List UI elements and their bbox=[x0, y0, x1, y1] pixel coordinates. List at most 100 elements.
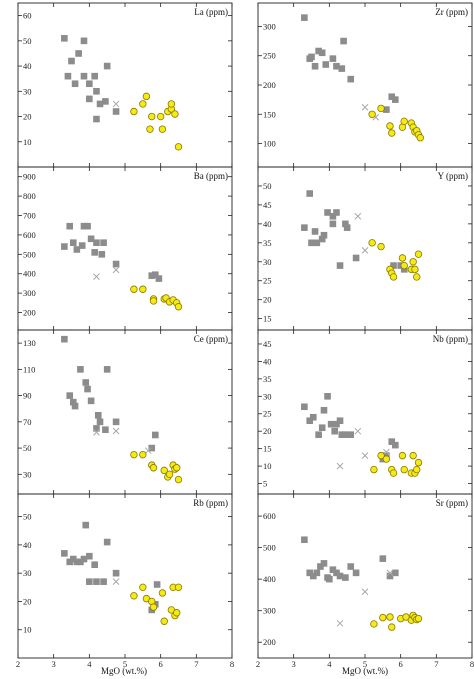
data-point-square bbox=[103, 538, 111, 546]
data-point-circle bbox=[414, 250, 423, 258]
panel-frame bbox=[257, 2, 473, 168]
y-tick-label: 500 bbox=[23, 249, 36, 259]
data-point-square bbox=[93, 239, 100, 246]
panel-ba: 200 300 400 500 600 700 800 900 Ba (ppm) bbox=[17, 166, 233, 331]
data-point-square bbox=[324, 209, 331, 216]
y-tick-label: 50 bbox=[23, 443, 32, 453]
panel-label: Sr (ppm) bbox=[436, 498, 468, 508]
x-tick-label: 7 bbox=[194, 659, 198, 669]
y-tick-label: 40 bbox=[263, 219, 272, 229]
data-point-cross bbox=[93, 273, 100, 280]
data-point-square bbox=[84, 222, 91, 230]
data-point-circle bbox=[370, 620, 378, 628]
data-point-square bbox=[392, 96, 399, 103]
data-point-square bbox=[338, 65, 346, 72]
panel-la: 10 20 30 40 50 60 La (ppm) bbox=[17, 2, 233, 168]
x-tick-label: 3 bbox=[292, 659, 296, 669]
data-point-cross bbox=[112, 427, 120, 435]
data-point-cross bbox=[144, 447, 152, 455]
data-point-square bbox=[301, 536, 308, 544]
y-tick-label: 30 bbox=[263, 257, 272, 267]
data-point-square bbox=[61, 35, 68, 42]
x-axis-title-left: MgO (wt.%) bbox=[101, 666, 147, 676]
data-point-square bbox=[73, 246, 81, 253]
y-tick-label: 200 bbox=[23, 308, 36, 318]
data-point-square bbox=[306, 417, 314, 425]
panel-label: Ce (ppm) bbox=[194, 334, 228, 344]
data-point-square bbox=[301, 403, 308, 411]
data-point-square bbox=[96, 418, 104, 426]
data-point-square bbox=[322, 61, 330, 68]
panel-label: Zr (ppm) bbox=[435, 7, 468, 17]
data-point-circle bbox=[148, 112, 156, 121]
panel-label: Y (ppm) bbox=[438, 171, 468, 181]
data-point-circle bbox=[368, 110, 376, 118]
data-point-square bbox=[98, 251, 106, 258]
data-point-circle bbox=[400, 465, 408, 474]
data-point-circle bbox=[398, 254, 407, 262]
data-point-cross bbox=[336, 619, 344, 627]
data-point-square bbox=[93, 578, 100, 585]
data-point-circle bbox=[416, 134, 424, 142]
data-point-square bbox=[61, 335, 68, 343]
data-point-square bbox=[66, 558, 74, 566]
data-point-square bbox=[91, 561, 98, 568]
data-point-square bbox=[61, 550, 68, 557]
data-point-square bbox=[93, 88, 100, 95]
x-tick-label: 8 bbox=[470, 659, 474, 669]
data-point-square bbox=[69, 398, 77, 406]
data-point-circle bbox=[160, 466, 168, 475]
data-point-square bbox=[336, 572, 344, 580]
x-tick-label: 4 bbox=[327, 659, 332, 669]
data-point-circle bbox=[398, 451, 407, 460]
data-point-square bbox=[69, 555, 77, 563]
data-point-square bbox=[82, 521, 90, 529]
y-tick-label: 15 bbox=[263, 444, 272, 454]
data-point-square bbox=[347, 563, 355, 570]
data-point-circle bbox=[389, 273, 398, 281]
data-point-square bbox=[152, 431, 159, 439]
data-point-square bbox=[309, 572, 317, 580]
y-tick-label: 15 bbox=[263, 314, 272, 324]
data-point-square bbox=[383, 106, 390, 113]
x-axis-title-right: MgO (wt.%) bbox=[342, 666, 388, 676]
data-point-circle bbox=[149, 603, 158, 611]
data-point-circle bbox=[130, 450, 138, 459]
data-point-square bbox=[112, 108, 120, 115]
data-point-cross bbox=[361, 247, 369, 254]
data-point-circle bbox=[139, 583, 147, 592]
panel-frame bbox=[17, 329, 233, 495]
data-point-circle bbox=[368, 239, 376, 247]
panel-frame bbox=[257, 166, 473, 331]
x-tick-label: 5 bbox=[123, 659, 127, 669]
y-tick-label: 40 bbox=[23, 540, 32, 550]
data-point-square bbox=[311, 228, 319, 235]
data-point-square bbox=[80, 222, 88, 230]
x-tick-label: 4 bbox=[87, 659, 92, 669]
data-point-circle bbox=[389, 469, 398, 477]
data-point-square bbox=[148, 272, 156, 279]
data-point-square bbox=[315, 431, 322, 438]
data-point-square bbox=[306, 190, 314, 197]
data-point-square bbox=[77, 558, 84, 566]
data-point-square bbox=[96, 100, 104, 108]
data-point-square bbox=[87, 397, 95, 405]
data-point-square bbox=[347, 75, 355, 83]
y-tick-label: 10 bbox=[23, 137, 32, 147]
data-point-square bbox=[336, 262, 344, 269]
data-point-circle bbox=[158, 589, 167, 597]
data-point-square bbox=[91, 72, 98, 80]
data-point-square bbox=[93, 115, 100, 123]
y-tick-label: 10 bbox=[263, 461, 272, 471]
data-point-square bbox=[78, 242, 86, 249]
data-point-square bbox=[313, 239, 321, 247]
data-point-square bbox=[91, 249, 98, 256]
y-tick-label: 20 bbox=[263, 426, 272, 436]
data-point-circle bbox=[130, 592, 138, 600]
y-tick-label: 70 bbox=[23, 417, 32, 427]
panel-frame bbox=[17, 493, 233, 659]
data-point-circle bbox=[174, 303, 183, 311]
data-point-square bbox=[155, 275, 163, 282]
data-point-square bbox=[342, 431, 349, 438]
data-point-square bbox=[379, 555, 387, 562]
